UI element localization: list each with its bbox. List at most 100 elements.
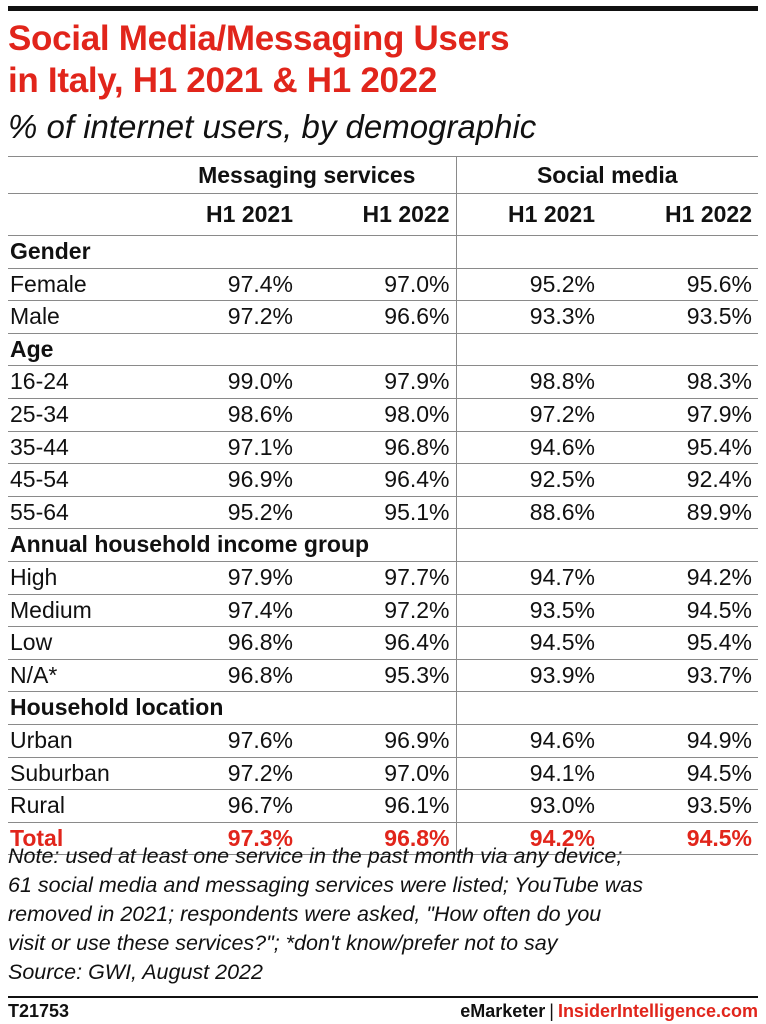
value-cell: 93.3%: [455, 300, 601, 334]
row-label: Urban: [8, 724, 158, 758]
value-cell: 94.7%: [455, 561, 601, 595]
brand-credit: eMarketer | InsiderIntelligence.com: [460, 1000, 758, 1022]
value-cell: 97.7%: [299, 561, 456, 595]
value-cell: 96.9%: [299, 724, 456, 758]
header-empty-cell: [8, 193, 158, 236]
chart-note: Note: used at least one service in the p…: [8, 842, 758, 987]
table-row: Urban 97.6% 96.9% 94.6% 94.9%: [8, 724, 758, 758]
row-label: 35-44: [8, 431, 158, 465]
total-value-cell: 94.2%: [455, 822, 601, 856]
note-line-1: Note: used at least one service in the p…: [8, 844, 623, 868]
value-cell: 97.2%: [158, 757, 299, 791]
source-line: Source: GWI, August 2022: [8, 960, 263, 984]
value-cell: 98.3%: [601, 365, 758, 399]
period-header: H1 2021: [158, 193, 299, 236]
section-header-row: Annual household income group: [8, 528, 758, 562]
row-label: 25-34: [8, 398, 158, 432]
value-cell: 97.4%: [158, 268, 299, 302]
section-header-row: Age: [8, 333, 758, 367]
value-cell: 96.4%: [299, 626, 456, 660]
row-label: Male: [8, 300, 158, 334]
table-row: High 97.9% 97.7% 94.7% 94.2%: [8, 561, 758, 595]
total-value-cell: 94.5%: [601, 822, 758, 856]
value-cell: 96.9%: [158, 463, 299, 497]
value-cell: 96.8%: [299, 431, 456, 465]
value-cell: 98.8%: [455, 365, 601, 399]
value-cell: 95.4%: [601, 626, 758, 660]
value-cell: 95.2%: [158, 496, 299, 530]
value-cell: 92.5%: [455, 463, 601, 497]
value-cell: 97.2%: [299, 594, 456, 628]
value-cell: 97.0%: [299, 757, 456, 791]
value-cell: 93.9%: [455, 659, 601, 693]
value-cell: 96.8%: [158, 659, 299, 693]
value-cell: 98.6%: [158, 398, 299, 432]
section-label: Household location: [8, 691, 456, 725]
value-cell: 95.1%: [299, 496, 456, 530]
row-label: Suburban: [8, 757, 158, 791]
value-cell: 94.5%: [455, 626, 601, 660]
table-row: 55-64 95.2% 95.1% 88.6% 89.9%: [8, 496, 758, 530]
table-row: Medium 97.4% 97.2% 93.5% 94.5%: [8, 594, 758, 628]
note-line-2: 61 social media and messaging services w…: [8, 873, 643, 897]
value-cell: 95.4%: [601, 431, 758, 465]
column-group-header-row: Messaging services Social media: [8, 156, 758, 194]
note-line-3: removed in 2021; respondents were asked,…: [8, 902, 602, 926]
total-value-cell: 97.3%: [158, 822, 299, 856]
period-header-row: H1 2021 H1 2022 H1 2021 H1 2022: [8, 193, 758, 236]
value-cell: 99.0%: [158, 365, 299, 399]
table-row: 25-34 98.6% 98.0% 97.2% 97.9%: [8, 398, 758, 432]
value-cell: 97.4%: [158, 594, 299, 628]
value-cell: 94.1%: [455, 757, 601, 791]
period-header: H1 2021: [455, 193, 601, 236]
value-cell: 93.5%: [601, 300, 758, 334]
row-label: N/A*: [8, 659, 158, 693]
value-cell: 92.4%: [601, 463, 758, 497]
value-cell: 98.0%: [299, 398, 456, 432]
value-cell: 96.7%: [158, 789, 299, 823]
table-row: 35-44 97.1% 96.8% 94.6% 95.4%: [8, 431, 758, 465]
table-row: Suburban 97.2% 97.0% 94.1% 94.5%: [8, 757, 758, 791]
table-row: Male 97.2% 96.6% 93.3% 93.5%: [8, 300, 758, 334]
row-label: 45-54: [8, 463, 158, 497]
section-spacer-cell: [455, 528, 758, 562]
brand-separator: |: [549, 1001, 554, 1021]
value-cell: 94.5%: [601, 594, 758, 628]
table-row: Rural 96.7% 96.1% 93.0% 93.5%: [8, 789, 758, 823]
section-label: Annual household income group: [8, 528, 456, 562]
period-header: H1 2022: [601, 193, 758, 236]
value-cell: 96.8%: [158, 626, 299, 660]
data-table-container: Messaging services Social media H1 2021 …: [8, 156, 758, 856]
period-header: H1 2022: [299, 193, 456, 236]
value-cell: 96.1%: [299, 789, 456, 823]
row-label: 55-64: [8, 496, 158, 530]
title-line-2: in Italy, H1 2021 & H1 2022: [8, 61, 437, 100]
section-header-row: Gender: [8, 235, 758, 269]
row-label: Low: [8, 626, 158, 660]
value-cell: 93.5%: [601, 789, 758, 823]
footer-rule: [8, 996, 758, 998]
value-cell: 97.0%: [299, 268, 456, 302]
total-value-cell: 96.8%: [299, 822, 456, 856]
value-cell: 97.9%: [299, 365, 456, 399]
value-cell: 96.4%: [299, 463, 456, 497]
section-spacer-cell: [455, 235, 758, 269]
header-empty-cell: [8, 156, 158, 194]
data-table: Messaging services Social media H1 2021 …: [8, 156, 758, 856]
section-label: Age: [8, 333, 456, 367]
value-cell: 94.5%: [601, 757, 758, 791]
value-cell: 89.9%: [601, 496, 758, 530]
value-cell: 97.1%: [158, 431, 299, 465]
value-cell: 94.9%: [601, 724, 758, 758]
row-label: Medium: [8, 594, 158, 628]
value-cell: 97.2%: [455, 398, 601, 432]
row-label: Rural: [8, 789, 158, 823]
note-line-4: visit or use these services?"; *don't kn…: [8, 931, 558, 955]
title-line-1: Social Media/Messaging Users: [8, 19, 510, 58]
section-spacer-cell: [455, 333, 758, 367]
chart-id: T21753: [8, 1001, 70, 1021]
table-body: Gender Female 97.4% 97.0% 95.2% 95.6% Male 97.2…: [8, 235, 758, 856]
brand-emarketer: eMarketer: [460, 1001, 546, 1021]
column-group-social: Social media: [455, 156, 758, 194]
row-label: 16-24: [8, 365, 158, 399]
